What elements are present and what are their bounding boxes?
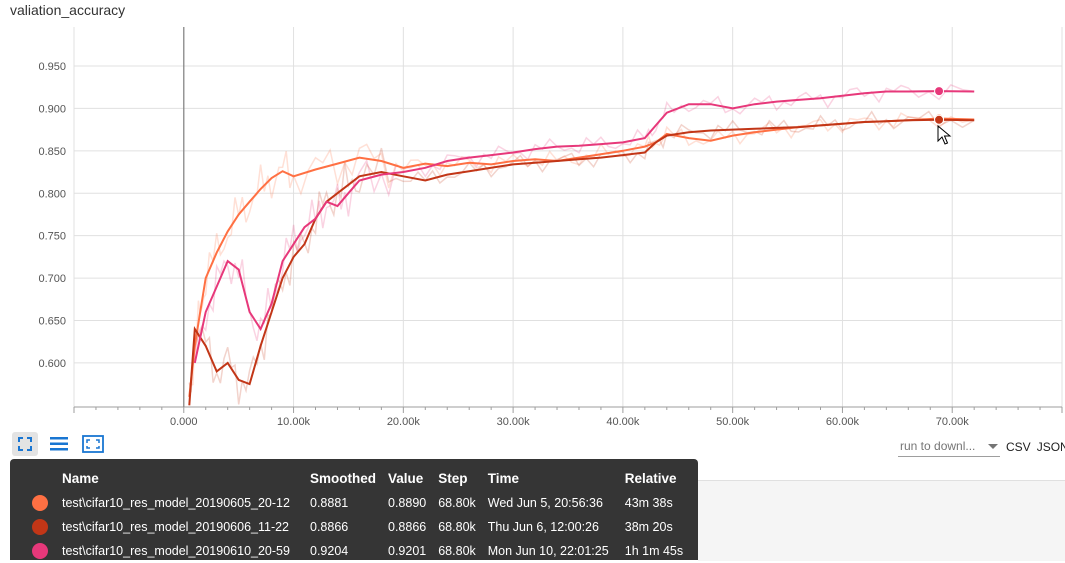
x-tick-label: 0.000	[170, 416, 198, 428]
chart-toolbar	[12, 432, 106, 456]
tooltip-swatch-cell	[26, 515, 56, 539]
tooltip-table: Name Smoothed Value Step Time Relative t…	[26, 469, 689, 563]
run-color-swatch	[32, 543, 48, 559]
x-tick-label: 10.00k	[277, 416, 311, 428]
series-lines	[188, 83, 975, 406]
x-tick-label: 20.00k	[387, 416, 421, 428]
tooltip-swatch-cell	[26, 539, 56, 563]
smoothed-series-line	[188, 118, 975, 406]
tooltip-step: 68.80k	[438, 520, 476, 534]
log-scale-icon	[50, 437, 68, 451]
expand-icon	[82, 435, 104, 453]
x-tick-label: 40.00k	[606, 416, 640, 428]
tooltip-value: 0.8890	[388, 496, 427, 510]
tooltip-row: test\cifar10_res_model_20190606_11-22 0.…	[26, 515, 689, 539]
tooltip-step: 68.80k	[438, 496, 476, 510]
plot-area[interactable]	[74, 27, 1062, 407]
raw-series-line	[188, 110, 975, 405]
x-tick-label: 30.00k	[497, 416, 531, 428]
x-tick-label: 60.00k	[826, 416, 860, 428]
tooltip-time: Wed Jun 5, 20:56:36	[487, 496, 603, 510]
tooltip-swatch-cell	[26, 491, 56, 515]
json-download-link[interactable]: JSON	[1036, 439, 1065, 454]
y-tick-label: 0.950	[38, 61, 66, 73]
tooltip-smoothed: 0.8881	[310, 496, 349, 510]
y-tick-label: 0.850	[38, 146, 66, 158]
axes	[73, 27, 1063, 413]
tooltip-time: Mon Jun 10, 22:01:25	[487, 544, 609, 558]
tooltip-header-value: Value	[388, 470, 424, 486]
fit-domain-button[interactable]	[12, 432, 38, 456]
tooltip-header-swatch	[26, 469, 56, 491]
tooltip-value: 0.9201	[388, 544, 427, 558]
download-area: run to downl... CSV JSON	[898, 436, 1065, 457]
x-tick-label: 50.00k	[716, 416, 750, 428]
chart-title: valiation_accuracy	[10, 2, 126, 18]
y-tick-label: 0.800	[38, 188, 66, 200]
tooltip-run-name: test\cifar10_res_model_20190606_11-22	[62, 520, 290, 534]
tooltip-header-row: Name Smoothed Value Step Time Relative	[26, 469, 689, 491]
expand-button[interactable]	[80, 432, 106, 456]
tooltip-time: Thu Jun 6, 12:00:26	[487, 520, 599, 534]
tooltip-smoothed: 0.8866	[310, 520, 349, 534]
hover-point-marker	[934, 86, 945, 97]
tooltip-relative: 1h 1m 45s	[624, 544, 684, 558]
y-tick-label: 0.900	[38, 103, 66, 115]
tooltip-run-name: test\cifar10_res_model_20190610_20-59	[62, 544, 290, 558]
tooltip-header-relative: Relative	[624, 470, 677, 486]
tooltip-smoothed: 0.9204	[310, 544, 349, 558]
raw-series-line	[194, 83, 975, 360]
tooltip-relative: 38m 20s	[624, 520, 673, 534]
cursor-pointer-icon	[937, 124, 952, 145]
tick-labels: 0.600 0.650 0.700 0.750 0.800 0.850 0.900 0.950…	[38, 61, 969, 428]
tooltip-header-name: Name	[62, 470, 99, 486]
raw-series-line	[188, 112, 975, 397]
tooltip-value: 0.8866	[388, 520, 427, 534]
y-tick-label: 0.700	[38, 273, 66, 285]
y-tick-label: 0.600	[38, 358, 66, 370]
log-scale-button[interactable]	[46, 432, 72, 456]
run-to-download-select[interactable]: run to downl...	[898, 436, 1000, 457]
chevron-down-icon	[988, 444, 998, 449]
hover-point-marker	[934, 114, 945, 125]
tooltip-relative: 43m 38s	[624, 496, 673, 510]
smoothed-series-line	[193, 90, 975, 364]
x-tick-label: 70.00k	[936, 416, 970, 428]
tooltip-row: test\cifar10_res_model_20190610_20-59 0.…	[26, 539, 689, 563]
tooltip-header-smoothed: Smoothed	[310, 470, 376, 486]
y-tick-label: 0.750	[38, 231, 66, 243]
tooltip-run-name: test\cifar10_res_model_20190605_20-12	[62, 496, 290, 510]
csv-download-link[interactable]: CSV	[1006, 439, 1031, 454]
y-tick-label: 0.650	[38, 315, 66, 327]
tooltip-header-step: Step	[438, 470, 468, 486]
run-color-swatch	[32, 495, 48, 511]
tooltip-step: 68.80k	[438, 544, 476, 558]
fit-domain-icon	[18, 437, 32, 451]
run-select-label: run to downl...	[900, 439, 976, 453]
run-color-swatch	[32, 519, 48, 535]
data-tooltip: Name Smoothed Value Step Time Relative t…	[10, 459, 698, 560]
tooltip-header-time: Time	[487, 470, 520, 486]
tooltip-row: test\cifar10_res_model_20190605_20-12 0.…	[26, 491, 689, 515]
lower-panel-background	[698, 480, 1065, 561]
chart-svg[interactable]: 0.600 0.650 0.700 0.750 0.800 0.850 0.900 0.950…	[0, 0, 1065, 430]
